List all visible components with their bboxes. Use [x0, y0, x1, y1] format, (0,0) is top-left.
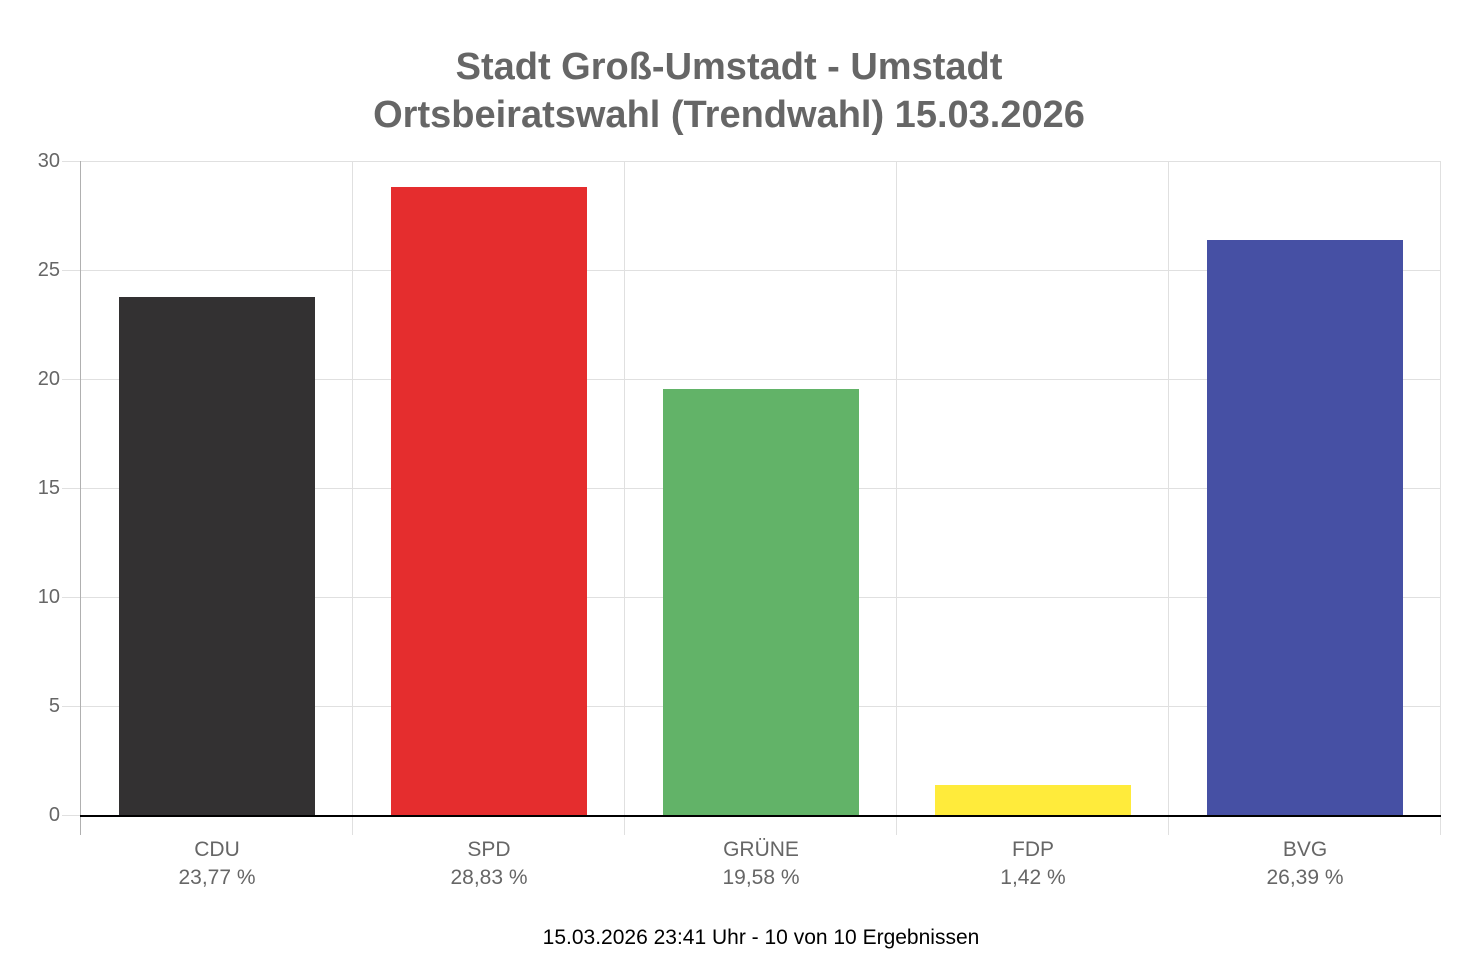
- x-tick: [896, 817, 897, 835]
- chart-title: Stadt Groß-Umstadt - Umstadt: [455, 46, 1003, 88]
- x-axis-line: [80, 815, 1441, 817]
- gridline-25: [80, 270, 1440, 271]
- gridline-30: [80, 161, 1440, 162]
- x-tick: [352, 817, 353, 835]
- x-tick: [1440, 817, 1441, 835]
- y-label-20: 20: [37, 368, 60, 390]
- vgridline: [352, 161, 353, 816]
- y-tick: [62, 488, 80, 489]
- party-percent: 28,83 %: [450, 866, 528, 889]
- party-name: SPD: [467, 838, 511, 861]
- party-name: FDP: [1012, 838, 1054, 861]
- x-tick: [1168, 817, 1169, 835]
- vgridline: [1168, 161, 1169, 816]
- y-label-5: 5: [48, 695, 60, 717]
- party-percent: 1,42 %: [1000, 866, 1066, 889]
- vgridline: [896, 161, 897, 816]
- party-percent: 19,58 %: [722, 866, 800, 889]
- chart-subtitle: Ortsbeiratswahl (Trendwahl) 15.03.2026: [373, 94, 1085, 136]
- x-label-spd: SPD 28,83 %: [353, 836, 625, 892]
- bar-fdp[interactable]: [935, 785, 1131, 816]
- y-axis-line: [80, 161, 81, 835]
- party-name: CDU: [194, 838, 240, 861]
- party-percent: 26,39 %: [1266, 866, 1344, 889]
- y-tick: [62, 270, 80, 271]
- y-label-30: 30: [37, 150, 60, 172]
- x-label-bvg: BVG 26,39 %: [1169, 836, 1441, 892]
- bar-bvg[interactable]: [1207, 240, 1403, 816]
- y-tick: [62, 706, 80, 707]
- party-name: GRÜNE: [723, 838, 799, 861]
- vgridline: [1440, 161, 1441, 816]
- y-tick: [62, 379, 80, 380]
- y-label-10: 10: [37, 586, 60, 608]
- x-label-cdu: CDU 23,77 %: [81, 836, 353, 892]
- y-label-25: 25: [37, 259, 60, 281]
- x-label-gruene: GRÜNE 19,58 %: [625, 836, 897, 892]
- bar-cdu[interactable]: [119, 297, 315, 816]
- party-name: BVG: [1282, 838, 1328, 861]
- x-label-fdp: FDP 1,42 %: [897, 836, 1169, 892]
- party-percent: 23,77 %: [178, 866, 256, 889]
- y-tick: [62, 161, 80, 162]
- y-tick: [62, 597, 80, 598]
- y-label-0: 0: [48, 804, 60, 826]
- x-tick: [624, 817, 625, 835]
- results-status: 15.03.2026 23:41 Uhr - 10 von 10 Ergebni…: [542, 926, 980, 949]
- bar-gruene[interactable]: [663, 389, 859, 816]
- vgridline: [624, 161, 625, 816]
- bar-spd[interactable]: [391, 187, 587, 816]
- y-tick: [62, 815, 80, 816]
- gridline-20: [80, 379, 1440, 380]
- y-label-15: 15: [37, 477, 60, 499]
